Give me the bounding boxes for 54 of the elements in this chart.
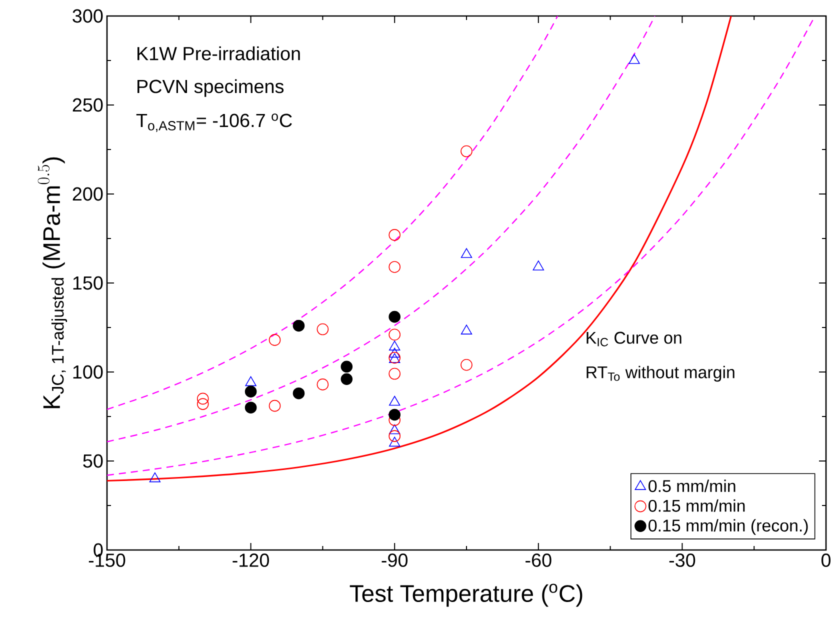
- x-axis-title: Test Temperature ($^{o}$C): [350, 584, 582, 607]
- point: [628, 54, 640, 64]
- point: [389, 340, 400, 350]
- annotation: RT$_{To}$ without margin: [586, 366, 734, 382]
- point: [389, 396, 400, 406]
- point: [389, 348, 400, 358]
- point: [268, 400, 281, 412]
- legend-label: 0.5 mm/min: [648, 480, 736, 492]
- point: [340, 373, 353, 386]
- x-tick-label: -60: [526, 554, 552, 567]
- y-tick-label: 200: [72, 187, 103, 201]
- point: [340, 360, 353, 373]
- annotation: T$_{o,ASTM}$= -106.7 $^{o}$C: [136, 114, 292, 132]
- y-axis-title: $\mathrm{K}_{\text{JC, 1T-adjusted}}\ \text{(MPa-m}^{0.5}\text{)}$: [38, 157, 68, 408]
- y-tick-label: 50: [83, 454, 103, 468]
- point: [460, 248, 472, 258]
- y-tick-label: 300: [72, 9, 103, 23]
- point: [245, 376, 256, 386]
- point: [244, 402, 257, 414]
- point: [389, 436, 400, 447]
- annotation: K1W Pre-irradiation: [138, 46, 300, 60]
- y-tick-label: 100: [73, 365, 103, 379]
- point: [460, 358, 472, 371]
- point: [388, 229, 400, 241]
- point: [268, 334, 281, 346]
- y-tick-label: 250: [72, 98, 103, 112]
- point: [292, 320, 305, 332]
- point: [460, 145, 472, 158]
- point: [196, 398, 209, 410]
- x-tick-label: 0: [821, 554, 831, 567]
- point: [389, 424, 400, 434]
- point: [316, 378, 329, 390]
- point: [388, 368, 400, 380]
- annotation: PCVN specimens: [138, 79, 284, 97]
- point: [532, 260, 544, 270]
- x-tick-label: -90: [382, 554, 408, 567]
- point: [388, 328, 400, 341]
- x-tick-label: -120: [232, 554, 269, 567]
- legend-label: 0.15 mm/min: [648, 499, 745, 512]
- point: [388, 430, 400, 442]
- point: [388, 310, 400, 323]
- point: [149, 472, 161, 482]
- point: [388, 261, 400, 273]
- point: [460, 324, 472, 334]
- y-tick-label: 150: [73, 276, 103, 290]
- point: [292, 387, 305, 400]
- point: [316, 323, 329, 336]
- line-series: [107, 16, 558, 410]
- x-tick-label: -30: [669, 554, 696, 567]
- point: [244, 386, 257, 398]
- point: [196, 392, 209, 405]
- point: [388, 408, 400, 421]
- annotation: K$_{IC}$ Curve on: [586, 332, 682, 346]
- legend-label: 0.15 mm/min (recon.): [648, 519, 808, 535]
